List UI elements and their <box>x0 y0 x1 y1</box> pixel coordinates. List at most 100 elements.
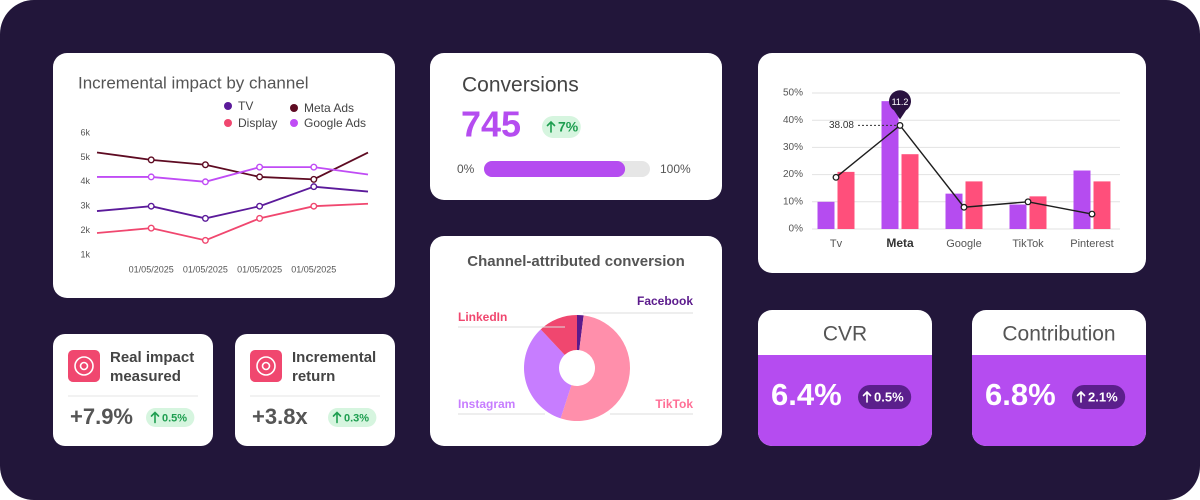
x-tick-label: TikTok <box>1012 238 1044 250</box>
bar <box>901 154 919 229</box>
data-point <box>310 183 318 191</box>
slice-label: Instagram <box>458 397 515 411</box>
card-title: Conversions <box>462 74 579 97</box>
y-tick-label: 30% <box>783 142 803 153</box>
x-tick-label: 01/05/2025 <box>183 264 228 274</box>
y-tick-label: 20% <box>783 169 803 180</box>
data-point <box>147 156 155 164</box>
pie-slice <box>540 315 577 355</box>
rate-card-band <box>758 355 932 446</box>
data-point <box>147 173 155 181</box>
chart-title: Channel-attributed conversion <box>467 253 685 270</box>
kpi-title: return <box>292 368 335 385</box>
legend-label: Google Ads <box>304 116 366 130</box>
change-value: 0.5% <box>874 389 904 404</box>
up-arrow-icon <box>546 120 556 133</box>
rate-value: 6.4% <box>771 377 842 412</box>
legend-label: Display <box>238 116 277 130</box>
progress-min: 0% <box>457 162 475 176</box>
change-badge <box>858 385 912 409</box>
change-badge <box>328 408 377 427</box>
annotation-label: 11.2 <box>892 97 909 107</box>
series-line <box>96 202 369 242</box>
value-label: 38.08 <box>829 120 854 131</box>
kpi-value: +3.8x <box>252 404 308 429</box>
bar <box>945 193 963 229</box>
x-tick-label: Pinterest <box>1070 238 1113 250</box>
bar <box>837 171 855 229</box>
series-line <box>97 166 369 183</box>
bar <box>1093 181 1111 229</box>
change-value: 0.3% <box>344 412 369 424</box>
y-tick-label: 0% <box>789 224 804 235</box>
y-tick-label: 3k <box>80 201 90 211</box>
x-tick-label: 01/05/2025 <box>129 264 174 274</box>
legend-swatch <box>224 102 232 110</box>
y-tick-label: 50% <box>783 88 803 99</box>
rate-title: CVR <box>823 323 867 346</box>
y-tick-label: 40% <box>783 115 803 126</box>
bar <box>965 181 983 229</box>
data-point <box>310 202 318 210</box>
up-arrow-icon <box>862 390 872 403</box>
series-line <box>96 151 369 181</box>
change-value: 0.5% <box>162 412 187 424</box>
y-tick-label: 2k <box>80 225 90 235</box>
kpi-icon-ring <box>74 356 94 376</box>
progress-fill <box>484 161 626 177</box>
change-badge <box>146 408 195 427</box>
x-tick-label: Tv <box>830 238 843 250</box>
chart-title: Incremental impact by channel <box>78 73 309 92</box>
bar <box>881 101 899 229</box>
data-point <box>201 178 209 186</box>
slice-label: TikTok <box>655 397 693 411</box>
legend-swatch <box>290 119 298 127</box>
legend-swatch <box>290 104 298 112</box>
legend-label: Meta Ads <box>304 101 354 115</box>
bar <box>817 201 835 229</box>
pie-slice <box>560 315 630 422</box>
change-value: 7% <box>558 119 579 135</box>
up-arrow-icon <box>332 411 342 424</box>
y-tick-label: 1k <box>80 249 90 259</box>
change-badge <box>1072 385 1126 409</box>
data-point <box>147 224 155 232</box>
pie-slice <box>523 329 572 419</box>
up-arrow-icon <box>1076 390 1086 403</box>
data-point <box>256 173 264 181</box>
rate-card-band <box>972 355 1146 446</box>
rate-title: Contribution <box>1002 323 1115 346</box>
data-point <box>147 202 155 210</box>
bar <box>1029 196 1047 229</box>
conversions-value: 745 <box>461 104 521 145</box>
data-point <box>896 121 904 129</box>
progress-max: 100% <box>660 162 691 176</box>
data-point <box>1024 198 1032 206</box>
data-point <box>960 203 968 211</box>
slice-label: Facebook <box>637 294 693 308</box>
y-tick-label: 6k <box>80 127 90 137</box>
annotation-pin <box>889 90 911 120</box>
y-tick-label: 10% <box>783 196 803 207</box>
slice-label: LinkedIn <box>458 310 507 324</box>
data-point <box>201 214 209 222</box>
kpi-icon-ring <box>256 356 276 376</box>
legend-swatch <box>224 119 232 127</box>
kpi-title: Real impact <box>110 349 194 366</box>
y-tick-label: 5k <box>80 152 90 162</box>
series-line <box>96 185 369 220</box>
bar <box>1009 204 1027 229</box>
up-arrow-icon <box>150 411 160 424</box>
data-point <box>201 161 209 169</box>
rate-value: 6.8% <box>985 377 1056 412</box>
data-point <box>310 175 318 183</box>
data-point <box>256 214 264 222</box>
card <box>53 53 395 298</box>
x-tick-label: 01/05/2025 <box>291 264 336 274</box>
change-value: 2.1% <box>1088 389 1118 404</box>
data-point <box>256 202 264 210</box>
x-tick-label: Meta <box>886 236 914 250</box>
data-point <box>256 163 264 171</box>
legend-label: TV <box>238 99 253 113</box>
